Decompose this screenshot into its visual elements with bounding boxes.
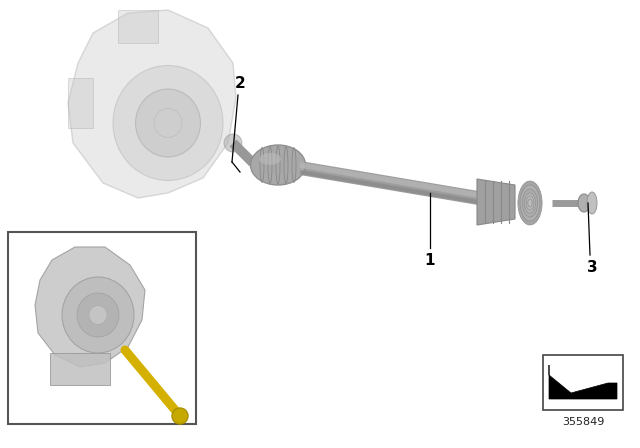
- Ellipse shape: [113, 65, 223, 181]
- Ellipse shape: [224, 134, 242, 152]
- Polygon shape: [118, 10, 158, 43]
- Bar: [8, 232, 196, 424]
- Text: 2: 2: [235, 76, 245, 90]
- Polygon shape: [549, 365, 617, 399]
- Text: 355849: 355849: [562, 417, 604, 427]
- Ellipse shape: [528, 199, 532, 207]
- Ellipse shape: [525, 193, 536, 213]
- Polygon shape: [68, 78, 93, 128]
- Ellipse shape: [522, 189, 538, 217]
- Ellipse shape: [62, 277, 134, 353]
- Ellipse shape: [154, 108, 182, 138]
- Ellipse shape: [77, 293, 119, 337]
- Bar: [543, 355, 623, 410]
- Ellipse shape: [587, 192, 597, 214]
- Ellipse shape: [526, 196, 534, 210]
- Ellipse shape: [136, 89, 200, 157]
- Text: 1: 1: [425, 253, 435, 267]
- Ellipse shape: [520, 185, 540, 221]
- Ellipse shape: [259, 153, 281, 165]
- Bar: [50, 353, 110, 385]
- Ellipse shape: [250, 145, 305, 185]
- Polygon shape: [477, 179, 515, 225]
- Ellipse shape: [89, 306, 107, 324]
- Ellipse shape: [172, 408, 188, 424]
- Text: 3: 3: [587, 259, 597, 275]
- Polygon shape: [35, 247, 145, 367]
- Ellipse shape: [518, 181, 542, 225]
- Polygon shape: [68, 10, 236, 198]
- Ellipse shape: [578, 194, 590, 212]
